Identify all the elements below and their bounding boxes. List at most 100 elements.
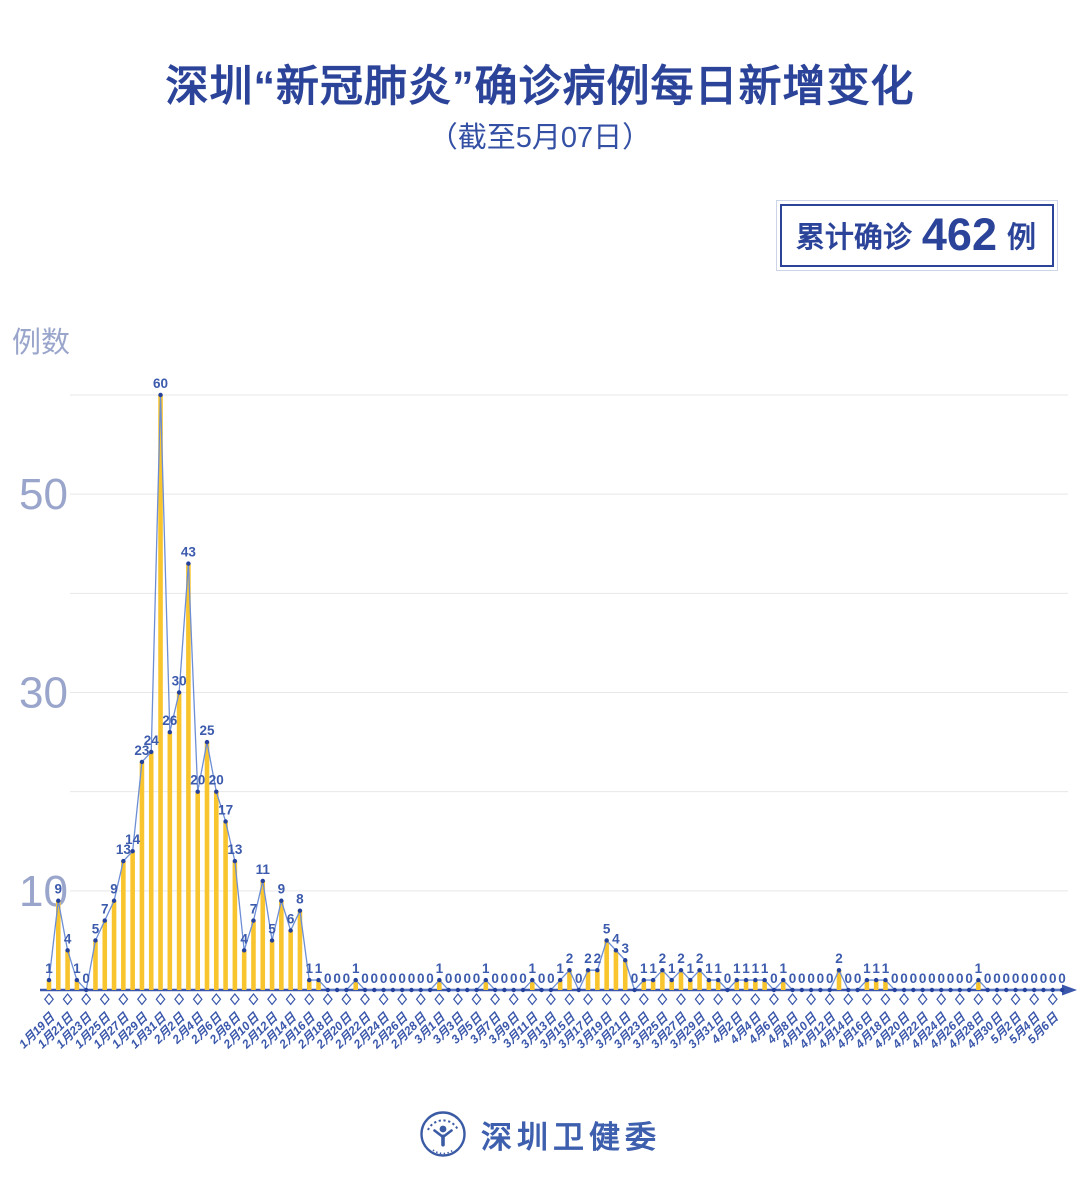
svg-text:0: 0 <box>510 971 518 986</box>
svg-text:0: 0 <box>380 971 388 986</box>
svg-text:0: 0 <box>501 971 509 986</box>
svg-text:0: 0 <box>1049 971 1057 986</box>
svg-text:1: 1 <box>315 961 323 976</box>
y-axis-title: 例数 <box>12 326 70 359</box>
svg-text:1: 1 <box>779 961 787 976</box>
svg-text:0: 0 <box>937 971 945 986</box>
svg-text:0: 0 <box>1058 971 1066 986</box>
svg-text:6: 6 <box>287 911 295 926</box>
svg-text:0: 0 <box>491 971 499 986</box>
svg-text:1: 1 <box>975 961 983 976</box>
svg-text:0: 0 <box>408 971 416 986</box>
svg-text:0: 0 <box>361 971 369 986</box>
svg-text:2: 2 <box>566 951 574 966</box>
svg-text:0: 0 <box>965 971 973 986</box>
svg-text:9: 9 <box>110 882 118 897</box>
svg-text:0: 0 <box>445 971 453 986</box>
svg-text:0: 0 <box>993 971 1001 986</box>
gridlines <box>70 394 1068 892</box>
svg-text:4: 4 <box>240 931 248 946</box>
org-name: 深圳卫健委 <box>481 1119 661 1155</box>
svg-text:0: 0 <box>333 971 341 986</box>
svg-text:11: 11 <box>256 862 271 877</box>
org-logo-icon <box>420 1111 466 1157</box>
x-tick-marks <box>44 993 1058 1006</box>
svg-text:0: 0 <box>398 971 406 986</box>
svg-text:0: 0 <box>417 971 425 986</box>
svg-text:30: 30 <box>172 673 187 688</box>
svg-text:0: 0 <box>798 971 806 986</box>
svg-text:43: 43 <box>181 545 197 560</box>
svg-text:2: 2 <box>594 951 602 966</box>
svg-text:1: 1 <box>556 961 564 976</box>
svg-text:0: 0 <box>891 971 899 986</box>
svg-text:1: 1 <box>872 961 880 976</box>
svg-text:4: 4 <box>612 931 620 946</box>
cumulative-total-badge: 累计确诊 462 例 <box>775 200 1059 271</box>
svg-text:7: 7 <box>250 902 258 917</box>
svg-text:0: 0 <box>947 971 955 986</box>
svg-text:13: 13 <box>116 842 132 857</box>
svg-text:26: 26 <box>162 713 178 728</box>
svg-text:1: 1 <box>352 961 360 976</box>
svg-text:5: 5 <box>268 921 276 936</box>
svg-text:0: 0 <box>1030 971 1038 986</box>
value-labels: 1941057913142324602630432025201713471159… <box>45 376 1066 986</box>
svg-text:0: 0 <box>928 971 936 986</box>
svg-text:0: 0 <box>371 971 379 986</box>
svg-text:0: 0 <box>900 971 908 986</box>
svg-text:1: 1 <box>742 961 750 976</box>
svg-text:1: 1 <box>752 961 760 976</box>
svg-text:0: 0 <box>956 971 964 986</box>
svg-text:25: 25 <box>199 723 215 738</box>
svg-text:1: 1 <box>73 961 81 976</box>
svg-text:7: 7 <box>101 902 109 917</box>
svg-text:2: 2 <box>659 951 667 966</box>
svg-text:5: 5 <box>603 921 611 936</box>
svg-text:2: 2 <box>835 951 843 966</box>
x-tick-labels: 1月19日1月21日1月23日1月25日1月27日1月29日1月31日2月2日2… <box>16 1010 1061 1052</box>
svg-text:0: 0 <box>82 971 90 986</box>
svg-text:0: 0 <box>984 971 992 986</box>
svg-text:0: 0 <box>575 971 583 986</box>
svg-text:1: 1 <box>640 961 648 976</box>
svg-text:13: 13 <box>227 842 243 857</box>
svg-text:1: 1 <box>668 961 676 976</box>
svg-text:1: 1 <box>482 961 490 976</box>
svg-text:3: 3 <box>621 941 629 956</box>
svg-text:23: 23 <box>134 743 150 758</box>
svg-text:20: 20 <box>190 773 205 788</box>
svg-text:1: 1 <box>649 961 657 976</box>
svg-text:0: 0 <box>454 971 462 986</box>
bars <box>46 394 981 991</box>
svg-text:17: 17 <box>218 802 233 817</box>
svg-text:0: 0 <box>519 971 527 986</box>
svg-text:1: 1 <box>761 961 769 976</box>
svg-text:1: 1 <box>863 961 871 976</box>
footer: 深圳卫健委 <box>0 1110 1080 1158</box>
data-points <box>46 392 1065 993</box>
svg-text:0: 0 <box>845 971 853 986</box>
badge-unit: 例 <box>1006 221 1036 254</box>
svg-text:0: 0 <box>807 971 815 986</box>
svg-text:0: 0 <box>463 971 471 986</box>
svg-text:0: 0 <box>789 971 797 986</box>
svg-text:0: 0 <box>343 971 351 986</box>
svg-text:8: 8 <box>296 892 304 907</box>
svg-text:1: 1 <box>436 961 444 976</box>
svg-text:20: 20 <box>209 773 224 788</box>
svg-text:50: 50 <box>19 470 68 519</box>
svg-text:0: 0 <box>1040 971 1048 986</box>
svg-text:30: 30 <box>19 668 68 717</box>
svg-text:2: 2 <box>696 951 704 966</box>
svg-text:0: 0 <box>473 971 481 986</box>
svg-text:1: 1 <box>714 961 722 976</box>
svg-text:0: 0 <box>770 971 778 986</box>
svg-text:0: 0 <box>324 971 332 986</box>
svg-text:1: 1 <box>705 961 713 976</box>
svg-text:5: 5 <box>92 921 100 936</box>
svg-text:2: 2 <box>677 951 685 966</box>
svg-text:0: 0 <box>389 971 397 986</box>
